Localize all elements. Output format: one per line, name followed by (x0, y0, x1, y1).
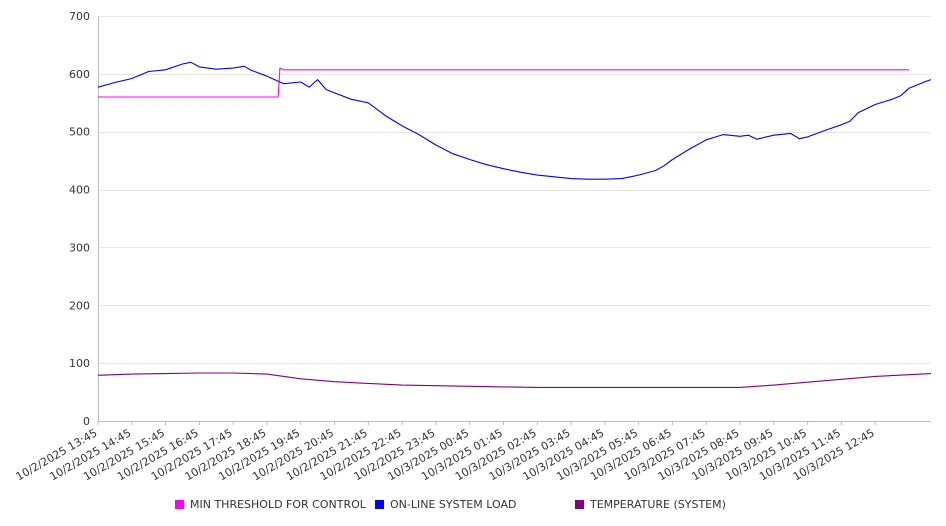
series-line-min-threshold-for-control (98, 67, 909, 98)
legend-swatch-min-threshold (175, 500, 184, 509)
y-tick-label: 300 (69, 241, 90, 254)
y-tick-label: 100 (69, 357, 90, 370)
series-line-on-line-system-load (97, 61, 932, 180)
y-tick-label: 700 (69, 10, 90, 23)
legend-swatch-temperature (575, 500, 584, 509)
legend-swatch-system-load (375, 500, 384, 509)
y-tick-labels: 0 100 200 300 400 500 600 700 (69, 10, 90, 428)
y-tick-label: 200 (69, 299, 90, 312)
y-tick-label: 500 (69, 126, 90, 139)
y-tick-label: 0 (83, 415, 90, 428)
y-tick-label: 600 (69, 68, 90, 81)
axes (97, 16, 931, 425)
series-lines (97, 61, 932, 388)
grid-lines (98, 16, 931, 364)
legend-label-system-load: ON-LINE SYSTEM LOAD (390, 498, 517, 511)
legend: MIN THRESHOLD FOR CONTROL ON-LINE SYSTEM… (0, 498, 946, 514)
legend-item-min-threshold[interactable]: MIN THRESHOLD FOR CONTROL (175, 498, 366, 511)
legend-label-min-threshold: MIN THRESHOLD FOR CONTROL (190, 498, 366, 511)
series-line-temperature-system (97, 372, 932, 388)
legend-item-system-load[interactable]: ON-LINE SYSTEM LOAD (375, 498, 516, 511)
legend-label-temperature: TEMPERATURE (SYSTEM) (590, 498, 726, 511)
y-tick-label: 400 (69, 184, 90, 197)
legend-item-temperature[interactable]: TEMPERATURE (SYSTEM) (575, 498, 726, 511)
